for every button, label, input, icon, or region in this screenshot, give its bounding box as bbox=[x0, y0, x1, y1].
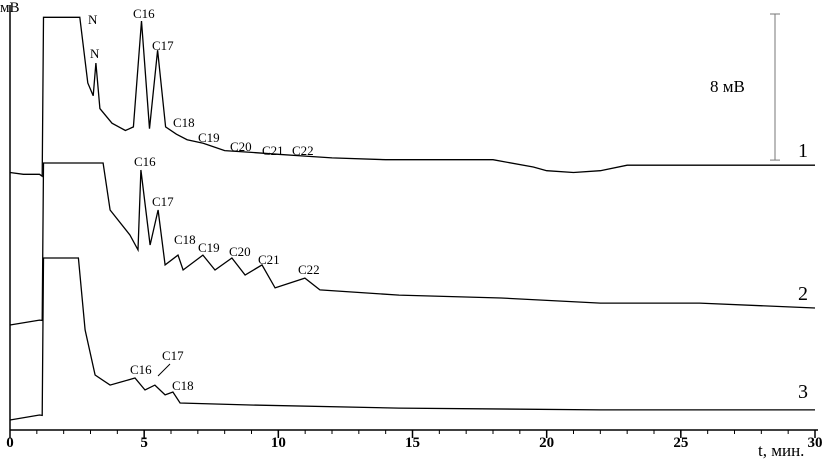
peak-label: C18 bbox=[172, 378, 194, 393]
peak-label: C20 bbox=[230, 139, 252, 154]
peak-label: C21 bbox=[262, 143, 284, 158]
trace bbox=[9, 16, 815, 178]
x-tick-label: 25 bbox=[673, 435, 688, 451]
peak-label: C17 bbox=[162, 348, 184, 363]
series-label: 3 bbox=[798, 381, 808, 403]
series-label: 2 bbox=[798, 283, 808, 305]
y-axis-label: мВ bbox=[0, 0, 20, 16]
x-tick-label: 30 bbox=[808, 435, 823, 451]
x-tick-label: 5 bbox=[140, 435, 148, 451]
scale-label: 8 мВ bbox=[710, 77, 745, 96]
series-label: 1 bbox=[798, 140, 808, 162]
peak-label: C17 bbox=[152, 194, 174, 209]
peak-label: C18 bbox=[173, 115, 195, 130]
peak-label: C16 bbox=[133, 6, 155, 21]
peak-label: C22 bbox=[298, 262, 320, 277]
peak-label: C22 bbox=[292, 143, 314, 158]
peak-label: C16 bbox=[130, 362, 152, 377]
peak-label: C16 bbox=[134, 154, 156, 169]
peak-label: C17 bbox=[152, 38, 174, 53]
peak-label: C19 bbox=[198, 130, 220, 145]
leader bbox=[157, 363, 171, 377]
x-tick-label: 0 bbox=[6, 435, 14, 451]
x-tick-label: 10 bbox=[271, 435, 286, 451]
x-tick-label: 20 bbox=[539, 435, 554, 451]
trace bbox=[9, 162, 816, 326]
peak-label: N bbox=[88, 12, 98, 27]
x-tick-label: 15 bbox=[405, 435, 420, 451]
trace bbox=[9, 257, 815, 421]
peak-label: N bbox=[90, 46, 100, 61]
peak-label: C20 bbox=[229, 244, 251, 259]
peak-label: C19 bbox=[198, 240, 220, 255]
peak-label: C18 bbox=[174, 232, 196, 247]
peak-label: C21 bbox=[258, 252, 280, 267]
x-axis-label: t, мин. bbox=[758, 441, 804, 460]
